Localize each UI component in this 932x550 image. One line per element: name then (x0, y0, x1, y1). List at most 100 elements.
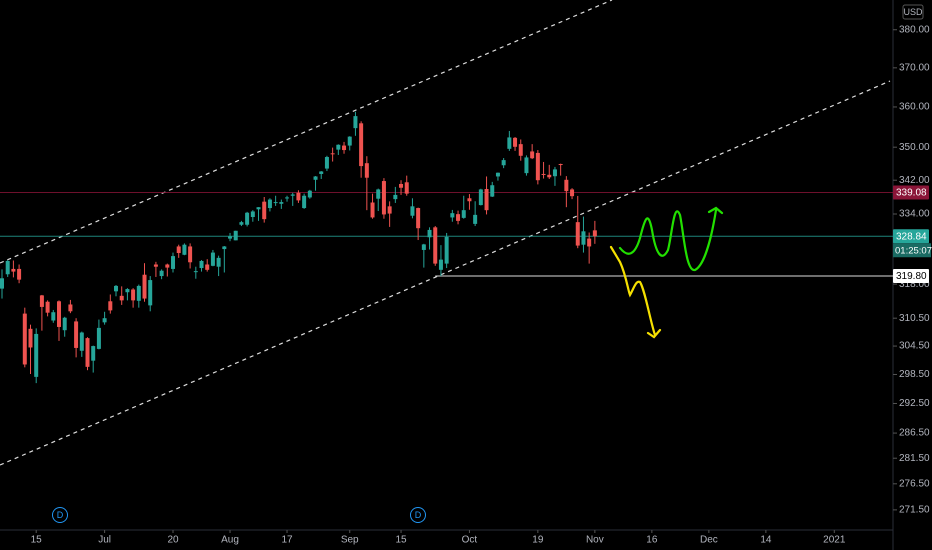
candle-body (535, 152, 540, 181)
price-label-box (893, 229, 929, 244)
candle-body (205, 264, 210, 270)
candle-body (0, 278, 4, 289)
candle-body (256, 207, 261, 210)
event-marker (52, 507, 68, 523)
candle-body (564, 179, 569, 192)
candle-body (524, 157, 529, 174)
candle-body (467, 198, 472, 202)
candle-body (79, 332, 84, 351)
candle-body (108, 301, 113, 311)
candle-body (450, 213, 455, 218)
candle-body (250, 211, 255, 218)
price-label-box (893, 185, 929, 200)
candle-body (541, 173, 546, 175)
x-tick-label: 15 (395, 535, 407, 546)
candle-body (319, 171, 324, 174)
x-tick-label: 19 (532, 535, 544, 546)
candle-body (119, 295, 124, 301)
y-tick-label: 350.00 (899, 142, 930, 153)
y-tick-label: 380.00 (899, 24, 930, 35)
price-label: 328.84 (896, 231, 927, 242)
candle-body (552, 169, 557, 177)
x-tick-label: Aug (221, 535, 239, 546)
candle-body (22, 313, 27, 365)
candle-body (91, 346, 96, 361)
candle-body (330, 153, 335, 155)
candle-body (216, 257, 221, 267)
candle-body (74, 321, 79, 348)
y-tick-label: 271.50 (899, 505, 930, 516)
candle-body (376, 189, 381, 199)
event-marker (410, 507, 426, 523)
candle-body (416, 208, 421, 229)
candle-body (581, 231, 586, 245)
candle-body (359, 123, 364, 167)
x-tick-label: 15 (31, 535, 43, 546)
currency-box (902, 4, 924, 20)
candle-body (381, 181, 386, 215)
candle-body (547, 174, 552, 178)
y-tick-label: 370.00 (899, 62, 930, 73)
candle-body (188, 246, 193, 263)
candle-body (171, 256, 176, 269)
candle-body (456, 214, 461, 221)
candle-body (530, 151, 535, 159)
candle-body (507, 137, 512, 149)
channel-line (0, 80, 891, 466)
candle-body (165, 264, 170, 268)
candle-body (125, 289, 130, 293)
event-marker-label: D (415, 510, 422, 520)
y-tick-label: 286.50 (899, 428, 930, 439)
candle-body (102, 318, 107, 323)
candle-body (484, 189, 489, 211)
candle-body (5, 260, 10, 275)
candle-body (182, 244, 187, 255)
candle-body (210, 252, 215, 266)
candle-body (296, 192, 301, 201)
candle-body (17, 268, 22, 280)
candle-body (570, 189, 575, 197)
candle-body (370, 202, 375, 218)
candle-body (239, 222, 244, 225)
y-tick-label: 298.50 (899, 369, 930, 380)
candle-body (262, 201, 267, 220)
candle-body (438, 259, 443, 270)
candle-body (68, 304, 73, 312)
candle-body (427, 229, 432, 238)
candle-body (285, 197, 290, 199)
candle-body (57, 301, 62, 327)
x-tick-label: 20 (167, 535, 179, 546)
x-tick-label: 17 (281, 535, 293, 546)
candle-body (148, 280, 153, 306)
candle-body (193, 271, 198, 273)
candle-body (490, 185, 495, 197)
candle-body (421, 244, 426, 250)
candle-body (273, 202, 278, 204)
candle-body (404, 182, 409, 194)
candle-body (267, 199, 272, 209)
candle-body (233, 230, 238, 241)
x-tick-label: 2021 (823, 535, 846, 546)
candle-body (410, 206, 415, 216)
candle-body (114, 285, 119, 292)
event-marker-label: D (57, 510, 64, 520)
candle-body (313, 176, 318, 180)
candle-body (290, 194, 295, 196)
price-label-box (893, 269, 929, 284)
candle-body (353, 116, 358, 129)
candle-body (45, 301, 50, 313)
y-tick-label: 310.50 (899, 313, 930, 324)
candle-body (473, 214, 478, 224)
candle-body (222, 246, 227, 250)
candle-body (558, 164, 563, 166)
x-tick-label: Nov (586, 535, 604, 546)
channel-line (0, 0, 613, 264)
candle-body (51, 312, 56, 321)
candle-body (39, 295, 44, 307)
candle-body (324, 157, 329, 169)
candle-body (176, 246, 181, 254)
x-tick-label: Oct (462, 535, 478, 546)
